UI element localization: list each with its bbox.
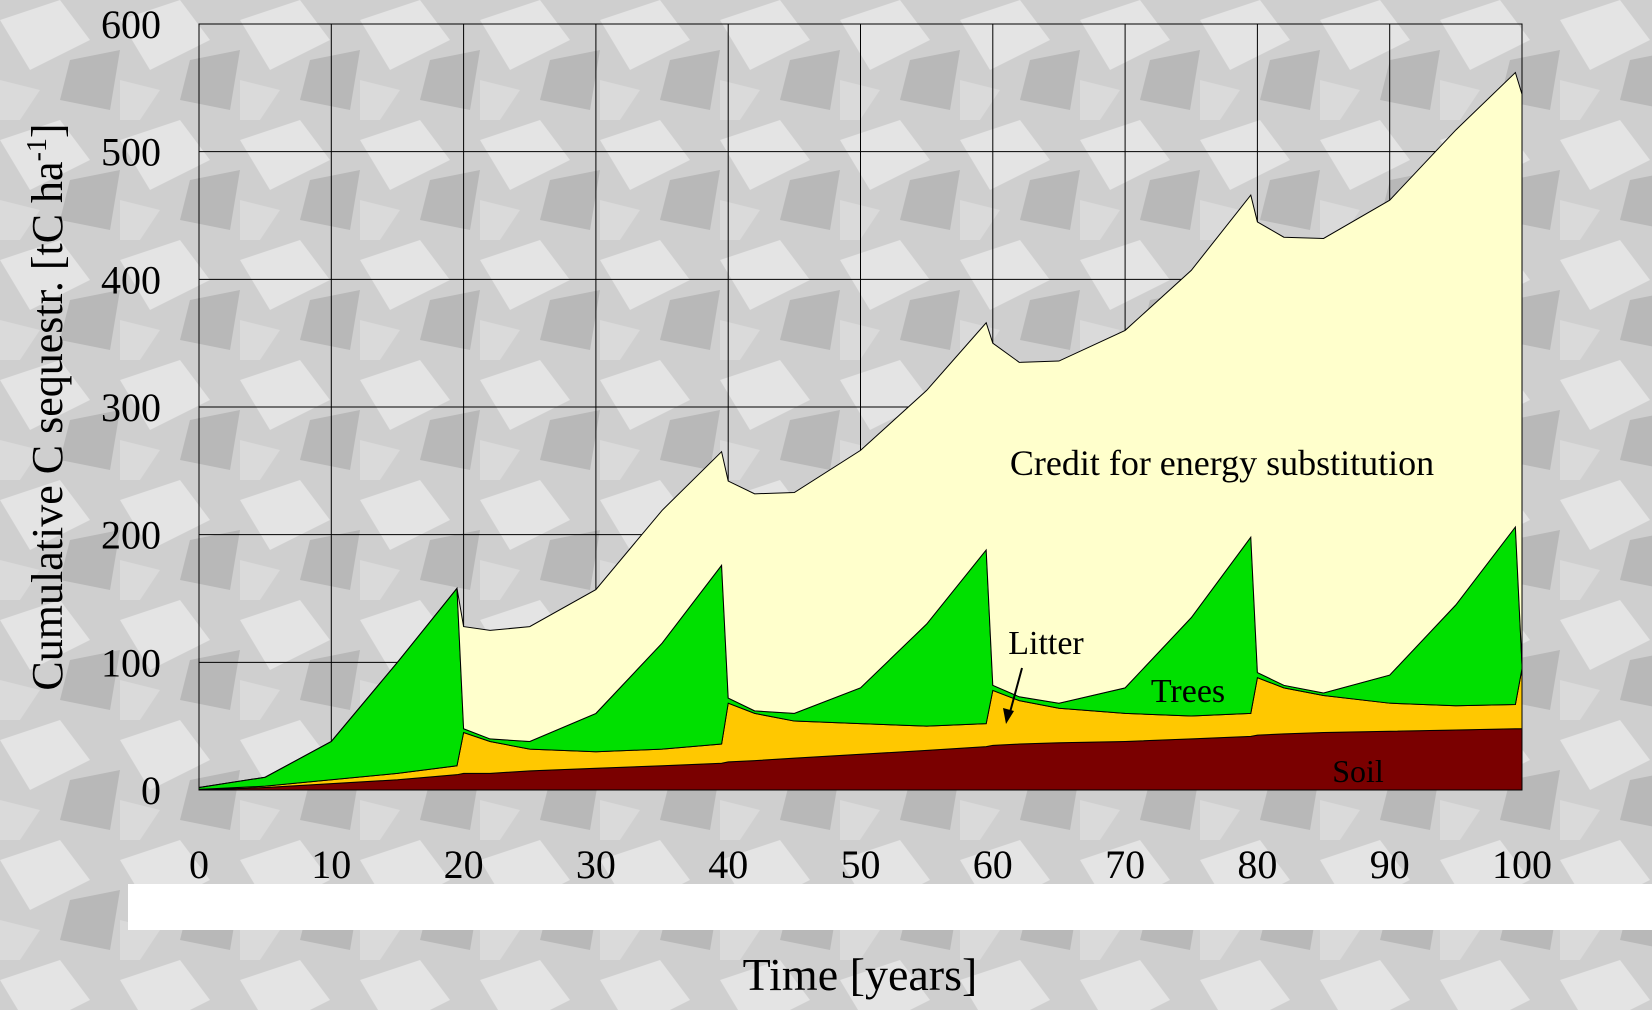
x-tick-label: 30 — [576, 842, 616, 887]
y-axis-label-sup: -1 — [22, 138, 53, 161]
x-tick-label: 90 — [1370, 842, 1410, 887]
y-tick-label: 0 — [141, 768, 161, 813]
x-tick-label: 80 — [1237, 842, 1277, 887]
x-axis-label: Time [years] — [743, 949, 978, 1000]
series-label: Credit for energy substitution — [1010, 443, 1434, 483]
y-tick-label: 200 — [101, 513, 161, 558]
y-tick-label: 300 — [101, 385, 161, 430]
y-axis-label: Cumulative C sequestr. [tC ha-1] — [22, 123, 72, 690]
x-tick-label: 10 — [311, 842, 351, 887]
y-tick-label: 500 — [101, 130, 161, 175]
x-tick-label: 50 — [841, 842, 881, 887]
y-axis-label-main: Cumulative C sequestr. [tC ha — [23, 161, 72, 690]
y-tick-label: 100 — [101, 640, 161, 685]
x-tick-label: 40 — [708, 842, 748, 887]
y-tick-label: 600 — [101, 2, 161, 47]
x-tick-label: 100 — [1492, 842, 1552, 887]
label-band — [128, 884, 1652, 930]
series-label: Trees — [1151, 673, 1225, 710]
y-tick-label: 400 — [101, 257, 161, 302]
x-tick-label: 0 — [189, 842, 209, 887]
chart: Time [years] Cumulative C sequestr. [tC … — [0, 0, 1652, 1010]
series-label: Litter — [1008, 625, 1084, 662]
x-tick-label: 60 — [973, 842, 1013, 887]
series-label: Soil — [1332, 753, 1384, 789]
x-tick-label: 20 — [444, 842, 484, 887]
x-tick-label: 70 — [1105, 842, 1145, 887]
y-axis-label-end: ] — [23, 123, 72, 138]
